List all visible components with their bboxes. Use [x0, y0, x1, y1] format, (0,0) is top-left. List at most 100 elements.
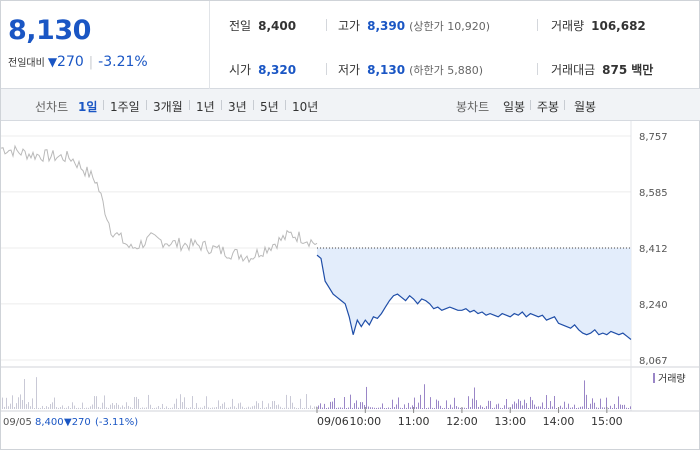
volume-bar	[362, 402, 363, 409]
volume-bar	[88, 407, 89, 409]
volume-bar	[266, 407, 267, 409]
volume-bar	[148, 394, 149, 409]
volume-bar	[8, 406, 9, 409]
volume-bar	[470, 407, 471, 409]
volume-bar	[156, 407, 157, 409]
volume-bar	[626, 407, 627, 409]
volume-bar	[78, 407, 79, 409]
volume-bar	[496, 404, 497, 409]
volume-bar	[610, 405, 611, 409]
stat-value: 8,130	[367, 63, 406, 77]
volume-bar	[488, 400, 489, 409]
stat-label: 거래대금	[551, 63, 596, 77]
candle-monthly[interactable]: 월봉	[574, 100, 597, 114]
volume-bar	[68, 406, 69, 409]
prev-day-series	[1, 144, 318, 264]
volume-bar	[608, 408, 609, 409]
volume-bar	[130, 407, 131, 409]
volume-bar	[518, 399, 519, 409]
volume-bar	[106, 407, 107, 409]
stat-value: 8,320	[258, 63, 297, 77]
volume-bar	[222, 403, 223, 409]
volume-bar	[578, 407, 579, 409]
volume-bar	[38, 407, 39, 409]
volume-bar	[288, 407, 289, 409]
volume-bar	[526, 403, 527, 409]
volume-bar	[102, 402, 103, 409]
volume-bar	[360, 402, 361, 409]
x-tick-label: 11:00	[398, 415, 430, 428]
x-tick-label: 09/06	[317, 415, 349, 428]
volume-bar	[468, 396, 469, 409]
volume-bar	[438, 400, 439, 409]
period-10y[interactable]: 10년	[292, 100, 319, 114]
volume-bar	[100, 407, 101, 409]
volume-bar	[134, 397, 135, 409]
volume-bar	[260, 407, 261, 409]
stat-volume: 거래량 106,682	[551, 17, 646, 34]
volume-bar	[152, 407, 153, 409]
divider	[285, 100, 286, 110]
volume-bar	[412, 405, 413, 409]
volume-bar	[174, 403, 175, 409]
volume-bar	[36, 377, 37, 409]
volume-bar	[522, 405, 523, 409]
volume-bar	[532, 400, 533, 409]
volume-bar	[598, 407, 599, 409]
volume-bar	[96, 396, 97, 409]
candle-daily[interactable]: 일봉	[503, 100, 526, 114]
volume-bar	[244, 407, 245, 409]
volume-bar	[382, 403, 383, 409]
volume-bar	[528, 407, 529, 409]
intraday-chart[interactable]: 8,757 8,585 8,412 8,240 8,067 09/06 10:00 11:0…	[1, 121, 700, 451]
volume-bar	[216, 407, 217, 409]
volume-bar	[234, 406, 235, 409]
stat-open: 시가 8,320	[229, 61, 296, 78]
volume-bar	[40, 407, 41, 409]
volume-bar	[574, 404, 575, 409]
volume-bar	[352, 407, 353, 409]
volume-bar	[512, 404, 513, 409]
volume-bar	[342, 407, 343, 409]
period-3m[interactable]: 3개월	[153, 100, 183, 114]
volume-bar	[12, 395, 13, 409]
period-3y[interactable]: 3년	[228, 100, 247, 114]
volume-bar	[20, 394, 21, 409]
volume-bar	[270, 407, 271, 409]
volume-bar	[272, 401, 273, 409]
divider	[530, 100, 531, 110]
volume-bar	[324, 403, 325, 409]
volume-bar	[138, 398, 139, 409]
volume-bar	[322, 407, 323, 409]
period-5y[interactable]: 5년	[260, 100, 279, 114]
volume-bar	[256, 401, 257, 409]
volume-bar	[98, 407, 99, 409]
volume-bar	[588, 407, 589, 409]
period-1w[interactable]: 1주일	[110, 100, 140, 114]
volume-bar	[166, 406, 167, 409]
volume-bar	[162, 403, 163, 409]
volume-bar	[196, 403, 197, 409]
y-tick-label: 8,412	[639, 244, 668, 255]
volume-bar	[590, 403, 591, 409]
period-1d[interactable]: 1일	[78, 100, 98, 114]
volume-bar	[294, 407, 295, 409]
period-1y[interactable]: 1년	[196, 100, 215, 114]
volume-bar	[476, 400, 477, 409]
candle-weekly[interactable]: 주봉	[537, 100, 560, 114]
volume-bar	[466, 408, 467, 409]
volume-bar	[428, 407, 429, 409]
stat-label: 시가	[229, 63, 252, 77]
volume-bar	[178, 408, 179, 409]
volume-bar	[550, 401, 551, 409]
today-fill	[317, 248, 631, 340]
volume-bar	[540, 406, 541, 409]
volume-bar	[344, 397, 345, 409]
stat-trade-amount: 거래대금 875 백만	[551, 61, 653, 78]
volume-bar	[402, 407, 403, 409]
volume-bar	[212, 407, 213, 409]
volume-bar	[502, 407, 503, 409]
volume-bar	[236, 407, 237, 409]
volume-bar	[274, 400, 275, 409]
volume-bar	[500, 407, 501, 409]
